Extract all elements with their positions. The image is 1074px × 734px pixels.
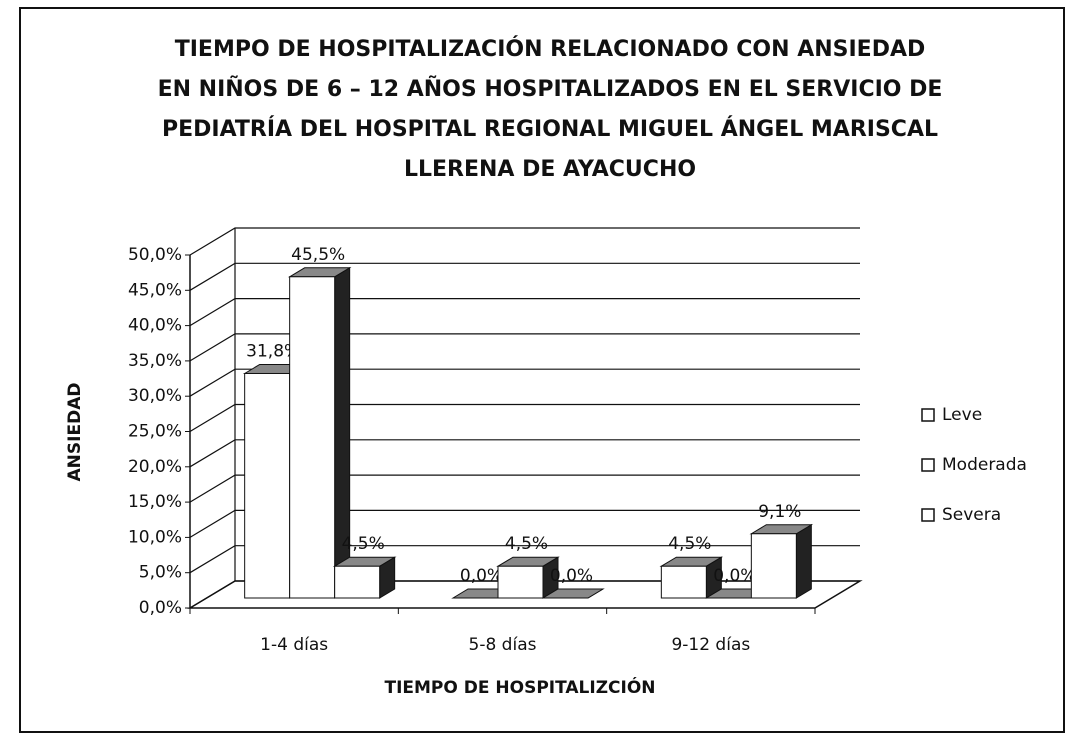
bar-side	[795, 523, 812, 599]
grid-line	[189, 403, 860, 433]
chart-title: EN NIÑOS DE 6 – 12 AÑOS HOSPITALIZADOS E…	[158, 76, 943, 102]
bar-front	[497, 565, 544, 599]
y-tick-label: 20,0%	[128, 457, 182, 477]
x-axis-title: TIEMPO DE HOSPITALIZCIÓN	[384, 676, 655, 698]
data-label: 4,5%	[668, 534, 711, 554]
data-label: 0,0%	[550, 566, 593, 586]
data-label: 0,0%	[713, 566, 756, 586]
grid-line	[189, 439, 860, 468]
grid-line	[189, 580, 860, 609]
chart-border	[19, 7, 1065, 733]
x-tick-label: 1-4 días	[260, 635, 328, 655]
y-tick-label: 15,0%	[128, 492, 182, 512]
legend-label: Leve	[942, 405, 982, 425]
legend-swatch	[921, 458, 935, 472]
legend-swatch	[921, 408, 935, 422]
y-tick-label: 25,0%	[128, 422, 182, 442]
y-tick-label: 10,0%	[128, 527, 182, 547]
legend-label: Moderada	[942, 455, 1027, 475]
bar	[749, 523, 814, 599]
legend-swatch	[921, 508, 935, 522]
bar-front	[660, 565, 707, 599]
bar	[496, 556, 560, 599]
y-tick-label: 35,0%	[128, 351, 182, 371]
data-label: 4,5%	[505, 534, 548, 554]
y-tick-label: 5,0%	[139, 563, 182, 583]
bar-front	[334, 565, 381, 599]
bar	[332, 556, 397, 599]
y-tick-label: 30,0%	[128, 386, 182, 406]
grid-line	[189, 298, 860, 327]
bar-front	[750, 533, 797, 599]
x-tick-label: 5-8 días	[469, 635, 537, 655]
chart-title: LLERENA DE AYACUCHO	[404, 157, 696, 182]
y-axis-title: ANSIEDAD	[65, 383, 85, 482]
grid-line	[189, 368, 860, 397]
data-label: 9,1%	[758, 502, 801, 522]
grid-line	[189, 333, 860, 362]
grid-line	[189, 545, 860, 574]
data-label: 4,5%	[342, 534, 385, 554]
legend-label: Severa	[942, 505, 1001, 525]
grid-line	[189, 509, 860, 538]
chart-title: TIEMPO DE HOSPITALIZACIÓN RELACIONADO CO…	[175, 36, 926, 62]
data-label: 31,8%	[246, 341, 300, 361]
data-label: 45,5%	[291, 245, 345, 265]
x-tick-label: 9-12 días	[671, 635, 750, 655]
bar-front	[289, 276, 336, 599]
bar-top	[541, 588, 605, 599]
grid-line	[189, 474, 860, 503]
bar	[541, 588, 605, 599]
data-label: 0,0%	[460, 566, 503, 586]
y-tick-label: 0,0%	[139, 598, 182, 618]
grid-line	[189, 262, 860, 291]
grid-line	[189, 227, 860, 256]
y-tick-label: 45,0%	[128, 280, 182, 300]
bar-front	[244, 372, 291, 599]
bar	[287, 266, 352, 599]
chart-title: PEDIATRÍA DEL HOSPITAL REGIONAL MIGUEL Á…	[162, 116, 938, 142]
y-tick-label: 50,0%	[128, 245, 182, 265]
bar	[659, 556, 724, 599]
y-tick-label: 40,0%	[128, 316, 182, 336]
